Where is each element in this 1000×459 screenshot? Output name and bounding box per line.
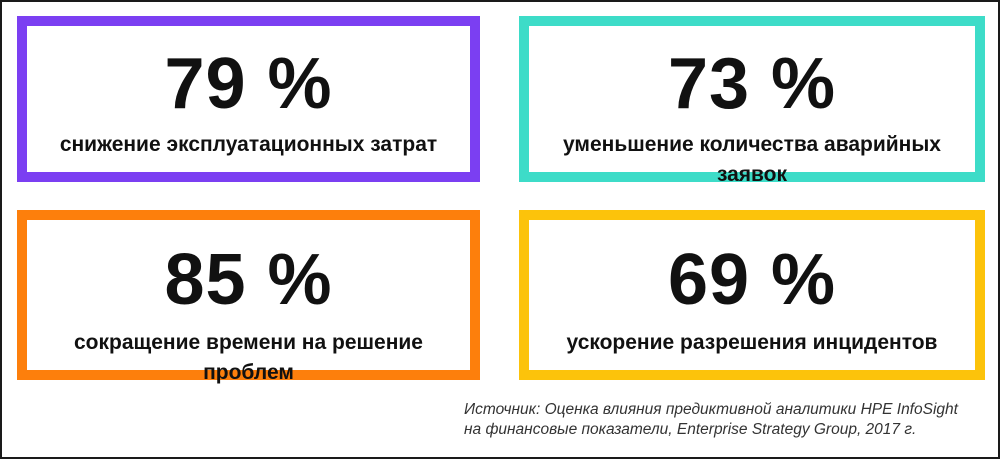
stat-card-emergency-requests: 73 % уменьшение количества аварийных зая… [519,16,985,186]
stat-card-operating-costs: 79 % снижение эксплуатационных затрат [17,16,480,182]
stat-caption: снижение эксплуатационных затрат [59,133,438,156]
stat-value: 85 % [164,240,333,320]
stat-caption: ускорение разрешения инцидентов [566,331,938,354]
source-line-1: Источник: Оценка влияния предиктивной ан… [464,401,958,418]
stat-value: 79 % [164,44,333,124]
stat-caption: уменьшение количества аварийных заявок [563,133,941,186]
source-line-2: на финансовые показатели, Enterprise Str… [464,421,917,438]
stat-card-resolution-time: 85 % сокращение времени на решение пробл… [17,210,480,384]
stat-card-incident-resolution: 69 % ускорение разрешения инцидентов [519,210,985,380]
stat-value: 69 % [667,240,837,320]
stat-caption: сокращение времени на решение проблем [74,331,423,384]
stat-value: 73 % [667,44,837,124]
source-note: Источник: Оценка влияния предиктивной ан… [464,400,984,440]
